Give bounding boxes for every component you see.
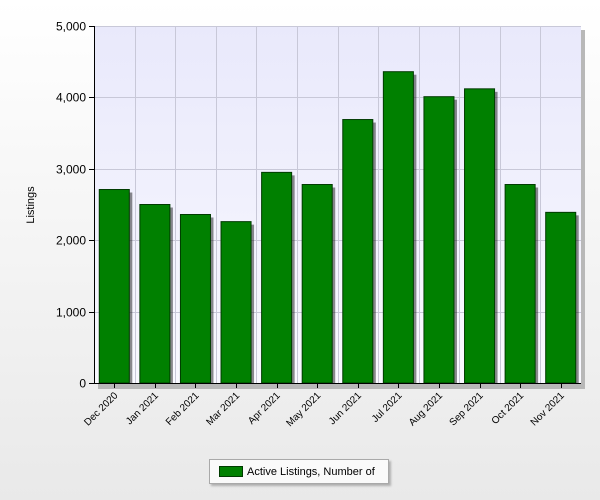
- y-tick-label: 3,000: [56, 163, 86, 177]
- x-tick-label: Oct 2021: [490, 390, 527, 427]
- bar: [301, 184, 333, 384]
- x-tick-label: Sep 2021: [448, 390, 486, 428]
- x-tick-label: Jul 2021: [370, 390, 405, 425]
- bar: [504, 184, 536, 384]
- gridlines: [94, 26, 581, 383]
- y-axis-ticks: 0 1,000 2,000 3,000 4,000 5,000: [56, 20, 94, 391]
- y-tick-label: 0: [79, 377, 86, 391]
- legend-label: Active Listings, Number of: [247, 465, 375, 478]
- x-tick-label: Mar 2021: [205, 390, 243, 428]
- bar: [342, 119, 374, 384]
- x-tick-label: Nov 2021: [529, 390, 567, 428]
- legend-swatch: [219, 466, 243, 477]
- bar: [179, 213, 211, 384]
- bar: [261, 171, 293, 384]
- x-tick-label: Aug 2021: [407, 390, 445, 428]
- y-axis-label: Listings: [25, 186, 37, 224]
- bar: [98, 189, 130, 384]
- bars: [98, 71, 579, 384]
- bar: [464, 88, 496, 384]
- bar: [139, 204, 171, 384]
- legend: Active Listings, Number of: [209, 459, 389, 484]
- y-tick-label: 1,000: [56, 306, 86, 320]
- bar: [545, 211, 577, 384]
- bar: [220, 221, 252, 384]
- x-tick-label: Jun 2021: [327, 390, 364, 427]
- bar: [382, 71, 414, 384]
- x-axis-ticks: Dec 2020 Jan 2021 Feb 2021 Mar 2021 Apr 2021…: [82, 383, 567, 429]
- y-tick-label: 2,000: [56, 234, 86, 248]
- x-tick-label: Apr 2021: [246, 390, 283, 427]
- bar: [423, 96, 455, 384]
- x-tick-label: May 2021: [284, 390, 323, 429]
- x-tick-label: Dec 2020: [82, 390, 120, 428]
- y-tick-label: 5,000: [56, 20, 86, 34]
- x-tick-label: Feb 2021: [164, 390, 202, 428]
- x-tick-label: Jan 2021: [124, 390, 161, 427]
- y-tick-label: 4,000: [56, 91, 86, 105]
